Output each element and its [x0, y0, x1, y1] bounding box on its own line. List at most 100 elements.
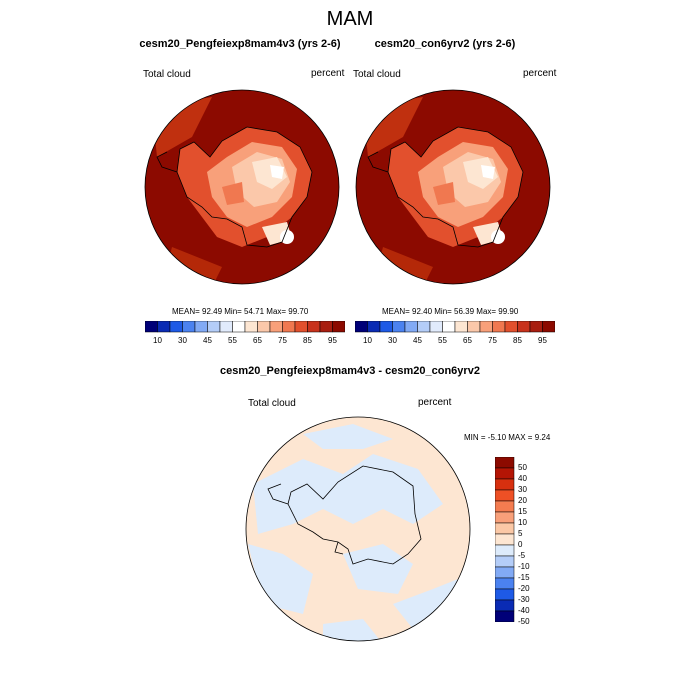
colorbar-swatch	[169, 321, 183, 333]
figure-title: MAM	[326, 8, 374, 30]
colorbar-tick-label: 85	[303, 336, 312, 345]
panel-3-colorbar	[495, 457, 515, 622]
colorbar-swatch	[542, 321, 555, 333]
colorbar-tick-label: 10	[153, 336, 162, 345]
colorbar-tick-label: 55	[228, 336, 237, 345]
colorbar-tick-label: 50	[518, 463, 527, 472]
panel-3-map	[245, 416, 471, 642]
colorbar-swatch	[257, 321, 271, 333]
colorbar-swatch	[495, 533, 515, 546]
colorbar-tick-label: 95	[328, 336, 337, 345]
colorbar-tick-label: 45	[203, 336, 212, 345]
colorbar-swatch	[157, 321, 171, 333]
panel-2-stats: MEAN= 92.40 Min= 56.39 Max= 99.90	[382, 307, 519, 316]
colorbar-swatch	[355, 321, 368, 333]
colorbar-tick-label: 75	[278, 336, 287, 345]
colorbar-swatch	[145, 321, 158, 333]
colorbar-tick-label: 5	[518, 529, 523, 538]
colorbar-tick-label: -10	[518, 562, 530, 571]
colorbar-tick-label: 10	[363, 336, 372, 345]
colorbar-swatch	[244, 321, 258, 333]
colorbar-tick-label: -15	[518, 573, 530, 582]
colorbar-swatch	[379, 321, 393, 333]
colorbar-swatch	[219, 321, 233, 333]
colorbar-swatch	[392, 321, 406, 333]
colorbar-swatch	[194, 321, 208, 333]
colorbar-swatch	[294, 321, 308, 333]
colorbar-swatch	[495, 610, 515, 622]
colorbar-tick-label: 55	[438, 336, 447, 345]
colorbar-swatch	[495, 511, 515, 524]
colorbar-tick-label: -5	[518, 551, 526, 560]
colorbar-swatch	[417, 321, 431, 333]
colorbar-swatch	[495, 566, 515, 579]
colorbar-tick-label: 0	[518, 540, 523, 549]
colorbar-swatch	[495, 500, 515, 513]
colorbar-swatch	[495, 555, 515, 568]
colorbar-swatch	[495, 478, 515, 491]
colorbar-swatch	[404, 321, 418, 333]
colorbar-swatch	[517, 321, 531, 333]
colorbar-swatch	[492, 321, 506, 333]
panel-1-left-label: Total cloud	[143, 69, 191, 80]
panel-1-colorbar	[145, 321, 345, 333]
colorbar-swatch	[479, 321, 493, 333]
colorbar-swatch	[495, 457, 515, 469]
colorbar-swatch	[429, 321, 443, 333]
colorbar-swatch	[332, 321, 345, 333]
colorbar-tick-label: 75	[488, 336, 497, 345]
colorbar-tick-label: 15	[518, 507, 527, 516]
colorbar-tick-label: 85	[513, 336, 522, 345]
colorbar-tick-label: 65	[253, 336, 262, 345]
colorbar-swatch	[495, 544, 515, 557]
colorbar-tick-label: 30	[518, 485, 527, 494]
colorbar-swatch	[495, 467, 515, 480]
colorbar-swatch	[307, 321, 321, 333]
colorbar-swatch	[442, 321, 456, 333]
colorbar-swatch	[529, 321, 543, 333]
panel-3-colorbar-labels: 50 40 30 20 15 10 5 0 -5 -10 -15 -20 -30 -40 -50	[518, 457, 558, 626]
panel-2-title: cesm20_con6yrv2 (yrs 2-6)	[374, 38, 516, 50]
colorbar-swatch	[495, 599, 515, 612]
colorbar-tick-label: 10	[518, 518, 527, 527]
colorbar-swatch	[495, 489, 515, 502]
panel-1-stats: MEAN= 92.49 Min= 54.71 Max= 99.70	[172, 307, 309, 316]
colorbar-tick-label: 95	[538, 336, 547, 345]
colorbar-swatch	[269, 321, 283, 333]
colorbar-tick-label: -40	[518, 606, 530, 615]
colorbar-swatch	[182, 321, 196, 333]
colorbar-tick-label: -20	[518, 584, 530, 593]
panel-3-title: cesm20_Pengfeiexp8mam4v3 - cesm20_con6yr…	[220, 365, 480, 377]
colorbar-tick-label: 30	[178, 336, 187, 345]
panel-2-colorbar	[355, 321, 555, 333]
panel-3-right-label: percent	[418, 397, 452, 408]
colorbar-tick-label: -30	[518, 595, 530, 604]
panel-2-left-label: Total cloud	[353, 69, 401, 80]
panel-3-left-label: Total cloud	[248, 398, 296, 409]
panel-3-stats: MIN = -5.10 MAX = 9.24	[464, 433, 551, 442]
colorbar-swatch	[282, 321, 296, 333]
colorbar-swatch	[495, 577, 515, 590]
panel-2-colorbar-labels: 10 30 45 55 65 75 85 95	[355, 336, 555, 348]
panel-1-right-label: percent	[311, 68, 345, 79]
panel-1-map	[144, 89, 340, 285]
colorbar-swatch	[454, 321, 468, 333]
colorbar-swatch	[232, 321, 246, 333]
colorbar-swatch	[207, 321, 221, 333]
panel-1-colorbar-labels: 10 30 45 55 65 75 85 95	[145, 336, 345, 348]
colorbar-swatch	[495, 588, 515, 601]
colorbar-tick-label: -50	[518, 617, 530, 626]
colorbar-swatch	[495, 522, 515, 535]
colorbar-swatch	[467, 321, 481, 333]
colorbar-tick-label: 30	[388, 336, 397, 345]
colorbar-swatch	[367, 321, 381, 333]
colorbar-tick-label: 20	[518, 496, 527, 505]
colorbar-tick-label: 65	[463, 336, 472, 345]
colorbar-swatch	[504, 321, 518, 333]
colorbar-tick-label: 40	[518, 474, 527, 483]
colorbar-swatch	[319, 321, 333, 333]
colorbar-tick-label: 45	[413, 336, 422, 345]
panel-1-title: cesm20_Pengfeiexp8mam4v3 (yrs 2-6)	[139, 38, 341, 50]
panel-2-map	[355, 89, 551, 285]
panel-2-right-label: percent	[523, 68, 557, 79]
